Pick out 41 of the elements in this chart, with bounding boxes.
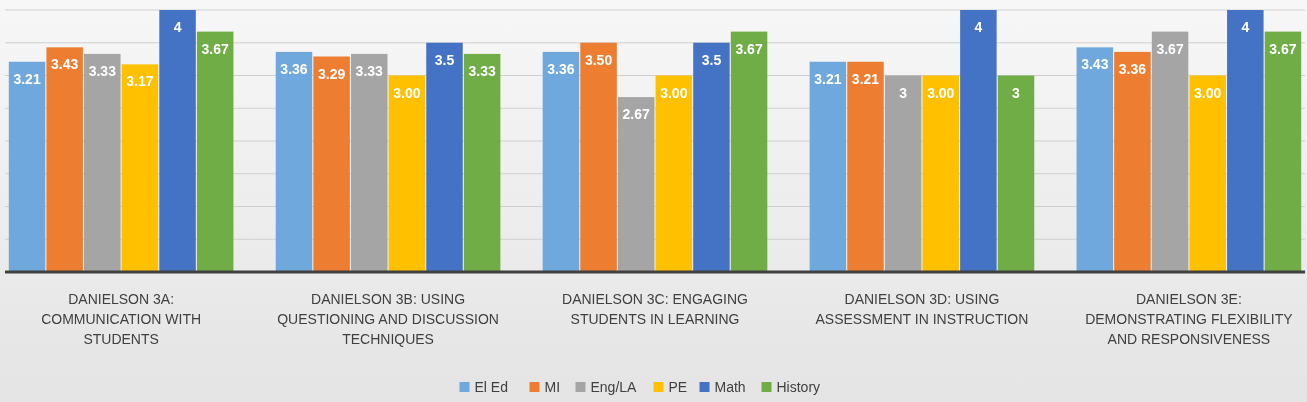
- x-tick-label: DANIELSON 3E: DEMONSTRATING FLEXIBILITY AND RESPONSIVENESS: [1085, 291, 1294, 347]
- data-label: 3.00: [927, 84, 955, 101]
- data-label: 4: [1241, 19, 1250, 35]
- data-label: 4: [173, 19, 182, 35]
- data-label: 3.29: [317, 65, 346, 82]
- legend-label: History: [776, 379, 821, 395]
- data-label: 3.33: [355, 62, 384, 79]
- data-label: 3.36: [1118, 60, 1147, 77]
- data-label: 3: [1012, 84, 1021, 101]
- data-label: 3.00: [1194, 84, 1222, 101]
- data-label: 3.21: [814, 70, 842, 87]
- data-label: 3.00: [393, 84, 421, 101]
- x-tick-label: DANIELSON 3A: COMMUNICATION WITH STUDENTS: [41, 291, 202, 347]
- data-label: 3.36: [547, 60, 575, 77]
- legend-label: MI: [544, 379, 561, 395]
- data-label: 3.5: [434, 51, 455, 68]
- data-label: 3.67: [1156, 40, 1184, 57]
- data-label: 3: [899, 84, 908, 101]
- data-label: 4: [974, 19, 983, 35]
- data-label: 3.21: [851, 70, 880, 87]
- x-tick-label: DANIELSON 3C: ENGAGING STUDENTS IN LEARNING: [562, 291, 748, 327]
- legend-label: Eng/LA: [590, 379, 638, 395]
- data-label: 3.43: [1081, 56, 1109, 73]
- data-label: 3.00: [660, 84, 688, 101]
- legend-label: El Ed: [474, 379, 508, 395]
- data-label: 3.17: [126, 73, 154, 90]
- data-label: 3.43: [51, 56, 79, 73]
- data-label: 3.67: [201, 40, 230, 57]
- data-label: 2.67: [622, 106, 651, 123]
- data-label: 3.67: [1269, 40, 1297, 57]
- data-label: 3.33: [88, 62, 117, 79]
- data-label: 3.33: [468, 62, 496, 79]
- legend-label: PE: [668, 379, 688, 395]
- x-tick-label: DANIELSON 3D: USING ASSESSMENT IN INSTRUCTION: [815, 291, 1029, 327]
- data-label: 3.67: [735, 40, 763, 57]
- data-label: 3.21: [13, 70, 41, 87]
- data-label: 3.36: [280, 60, 308, 77]
- data-label: 3.5: [701, 51, 722, 68]
- x-tick-label: DANIELSON 3B: USING QUESTIONING AND DISCUSSION TECHNIQUES: [277, 291, 499, 347]
- data-label: 3.50: [584, 51, 613, 68]
- legend-label: Math: [714, 379, 746, 395]
